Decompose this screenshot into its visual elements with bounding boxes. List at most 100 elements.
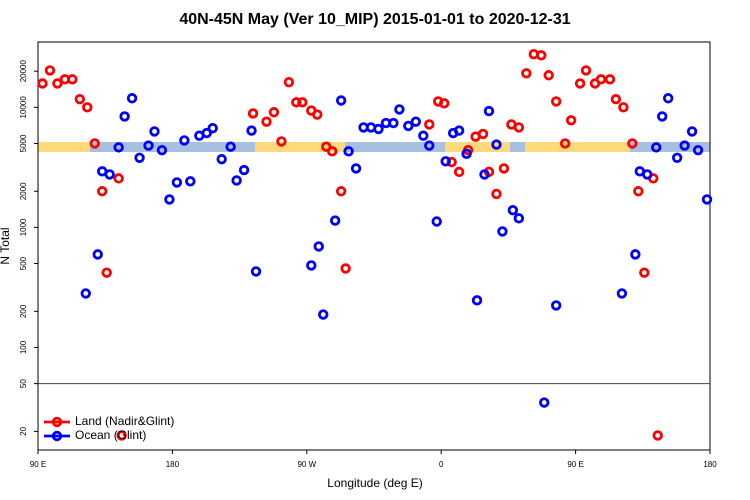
point — [471, 295, 483, 306]
point — [604, 74, 616, 85]
plot-frame — [37, 41, 711, 451]
point — [630, 249, 641, 260]
legend-label: Land (Nadir&Glint) — [75, 414, 174, 428]
point — [418, 130, 429, 141]
band-ocean — [510, 142, 525, 152]
point — [440, 156, 451, 167]
point — [119, 111, 130, 122]
point — [201, 127, 212, 139]
point — [313, 241, 324, 252]
point — [491, 139, 502, 150]
point — [388, 117, 399, 129]
point — [671, 152, 683, 163]
x-tick-label: 90 W — [297, 460, 316, 469]
y-tick-label: 100 — [19, 340, 28, 354]
point — [497, 226, 508, 237]
y-tick-label: 20000 — [19, 60, 28, 83]
point — [44, 65, 56, 76]
point — [80, 288, 91, 299]
point — [52, 78, 63, 89]
x-axis-label: Longitude (deg E) — [327, 476, 422, 490]
point — [297, 97, 308, 108]
point — [225, 141, 236, 152]
y-tick-label: 500 — [19, 256, 28, 270]
point — [692, 144, 704, 156]
point — [686, 126, 698, 137]
band-land — [525, 142, 630, 152]
point — [479, 169, 490, 180]
point — [550, 300, 562, 311]
point — [477, 128, 489, 140]
y-tick-label: 2000 — [19, 182, 28, 200]
point — [652, 430, 663, 441]
chart-title: 40N-45N May (Ver 10_MIP) 2015-01-01 to 2… — [179, 11, 570, 28]
point — [74, 93, 86, 105]
point — [559, 138, 571, 149]
point — [461, 148, 472, 160]
point — [143, 140, 154, 151]
point — [373, 123, 384, 135]
surface-band — [38, 142, 710, 152]
point — [536, 50, 547, 61]
band-ocean — [345, 142, 445, 152]
x-tick-label: 0 — [439, 460, 444, 469]
band-land — [38, 142, 90, 152]
point — [403, 120, 414, 132]
point — [618, 102, 629, 113]
point — [306, 260, 317, 271]
point — [431, 216, 442, 227]
y-tick-label: 10000 — [19, 96, 28, 119]
point — [595, 74, 607, 85]
point — [207, 123, 218, 134]
point — [231, 175, 242, 186]
point — [268, 107, 280, 118]
point — [394, 104, 405, 115]
point — [343, 146, 354, 157]
point — [565, 115, 577, 126]
band-ocean — [90, 142, 255, 152]
point — [438, 98, 450, 109]
point — [610, 93, 622, 105]
legend-marker — [51, 430, 63, 442]
point — [662, 93, 674, 104]
point — [335, 95, 347, 106]
point — [312, 109, 323, 120]
point — [283, 76, 295, 88]
point — [171, 177, 183, 188]
point — [291, 97, 302, 108]
point — [113, 173, 124, 184]
point — [679, 140, 690, 151]
point — [513, 213, 525, 224]
x-tick-label: 180 — [703, 460, 717, 469]
point — [627, 138, 638, 149]
band-land — [255, 142, 345, 152]
point — [335, 186, 347, 197]
point — [101, 267, 112, 278]
point — [513, 122, 525, 133]
x-tick-label: 180 — [166, 460, 180, 469]
point — [276, 136, 287, 147]
point — [574, 78, 586, 89]
band-land — [445, 142, 510, 152]
point — [67, 74, 78, 85]
point — [424, 119, 435, 130]
point — [104, 169, 115, 180]
point — [498, 163, 510, 174]
legend-marker — [51, 416, 63, 428]
point — [326, 146, 338, 157]
point — [633, 186, 644, 197]
x-tick-label: 90 E — [567, 460, 583, 469]
point — [116, 430, 127, 441]
point — [446, 156, 457, 168]
point — [507, 205, 519, 216]
point — [134, 152, 145, 163]
point — [616, 288, 628, 299]
point — [37, 78, 48, 89]
point — [340, 263, 351, 274]
x-tick-label: 90 E — [30, 460, 46, 469]
point — [410, 116, 422, 127]
point — [92, 249, 103, 260]
point — [261, 116, 272, 127]
point — [491, 188, 502, 200]
